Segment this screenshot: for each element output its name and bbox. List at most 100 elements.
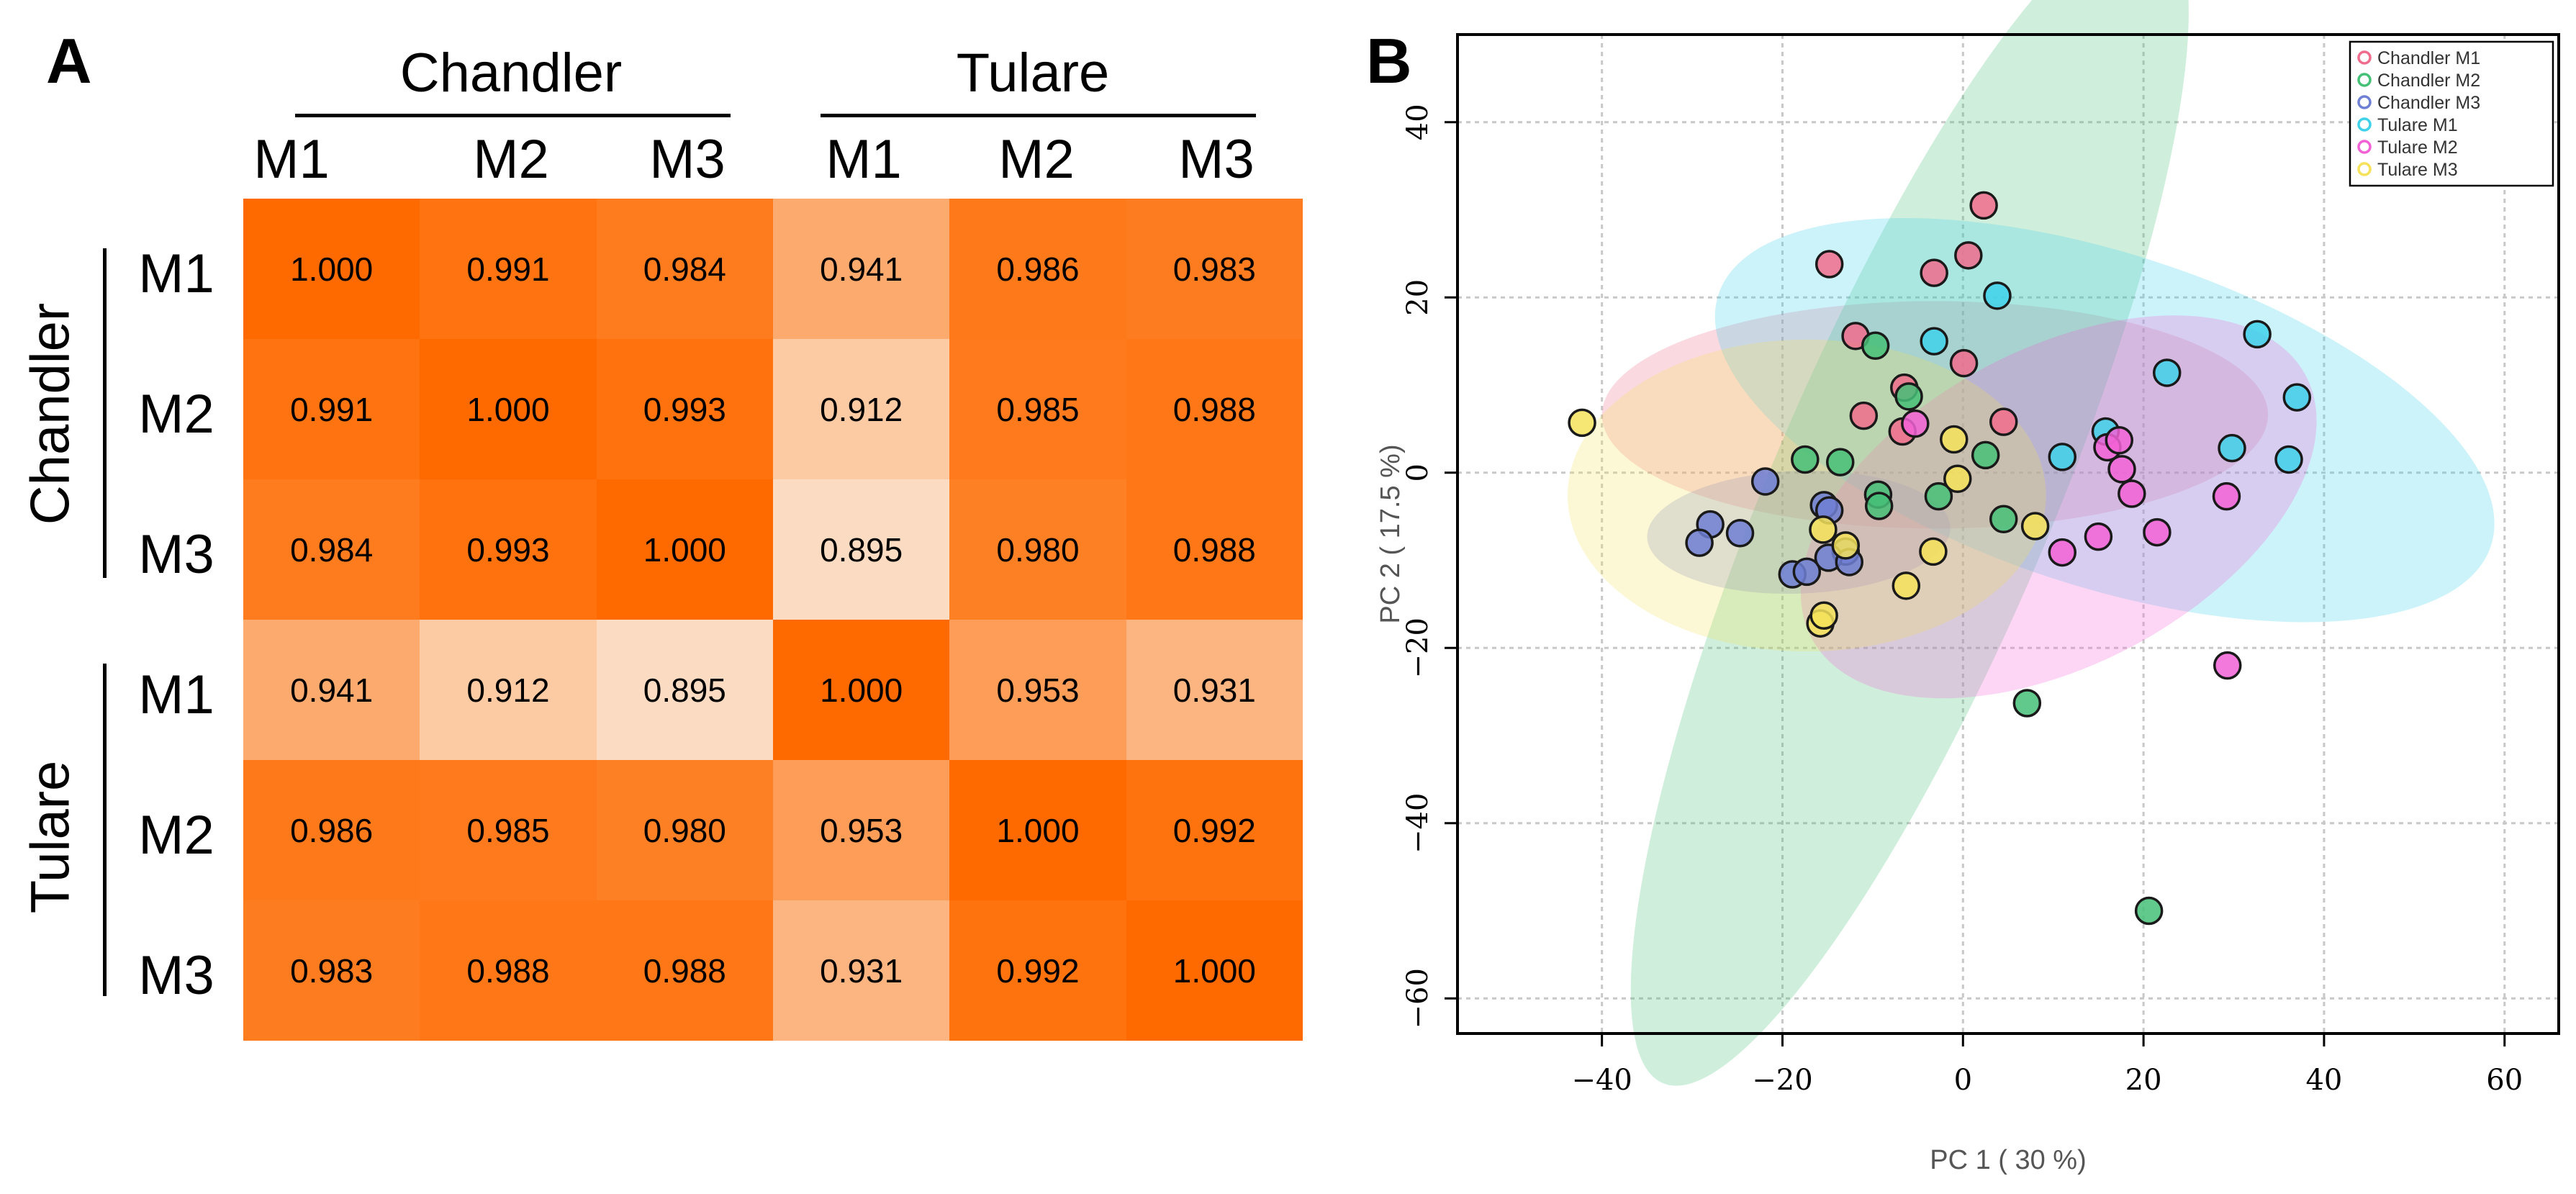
y-tick-label-1: −60 [1401, 968, 1434, 1028]
point-tulare-m2-4 [2107, 455, 2136, 484]
legend-label-chandler-m3: Chandler M3 [2377, 93, 2480, 113]
x-axis-title: PC 1 ( 30 %) [1930, 1145, 2087, 1175]
legend-label-chandler-m2: Chandler M2 [2377, 71, 2480, 91]
legend-label-chandler-m1: Chandler M1 [2377, 48, 2480, 68]
heatmap-cell-r1-c3: 0.984 [596, 199, 773, 339]
row-label-chandler-m2: M2 [138, 384, 214, 445]
y-tick-label-2: −40 [1401, 793, 1434, 854]
heatmap-cell-r3-c1: 0.984 [243, 479, 420, 620]
column-label-chandler-m2: M2 [473, 129, 549, 190]
point-tulare-m1-8 [2274, 445, 2303, 474]
column-group-rule-chandler [295, 114, 731, 117]
point-tulare-m3-8 [1943, 464, 1972, 494]
point-chandler-m2-9 [1825, 448, 1855, 476]
point-tulare-m3-10 [2020, 512, 2050, 541]
ellipse-tulare-m2 [1800, 315, 2317, 699]
legend-marker-chandler-m3 [2357, 95, 2372, 109]
column-label-chandler-m3: M3 [649, 129, 726, 190]
point-chandler-m3-3 [1685, 528, 1714, 557]
point-tulare-m2-8 [2143, 517, 2171, 547]
ellipse-tulare-m3 [1568, 339, 2046, 652]
y-tick-label-4: 0 [1401, 463, 1434, 481]
point-chandler-m1-2 [1815, 250, 1844, 279]
heatmap-cell-r6-c3: 0.988 [596, 900, 773, 1041]
heatmap-cell-r5-c4: 0.953 [773, 760, 950, 900]
heatmap-cell-r4-c4: 1.000 [773, 620, 950, 760]
row-label-chandler-m1: M1 [138, 243, 214, 304]
point-chandler-m1-9 [1989, 407, 2018, 436]
panel-b-label: B [1366, 25, 1412, 96]
heatmap-cell-r5-c6: 0.992 [1126, 760, 1303, 900]
row-group-rule-chandler [103, 248, 107, 578]
row-label-chandler-m3: M3 [138, 524, 214, 585]
point-chandler-m1-6 [1949, 348, 1979, 378]
point-tulare-m1-3 [2048, 443, 2076, 471]
heatmap-cell-r1-c2: 0.991 [420, 199, 597, 339]
x-tick-label-2: −20 [1752, 1064, 1812, 1097]
heatmap-cell-r3-c4: 0.895 [773, 479, 950, 620]
point-chandler-m2-7 [1989, 505, 2018, 534]
heatmap-cell-r3-c6: 0.988 [1126, 479, 1303, 620]
point-chandler-m2-11 [2134, 896, 2164, 926]
point-chandler-m2-1 [1861, 331, 1890, 360]
x-tick-label-4: 20 [2125, 1064, 2162, 1097]
point-tulare-m3-9 [1940, 425, 1969, 454]
heatmap-cell-r6-c6: 1.000 [1126, 900, 1303, 1041]
point-chandler-m1-4 [1954, 241, 1983, 270]
column-label-tulare-m2: M2 [998, 129, 1075, 190]
heatmap-cell-r4-c6: 0.931 [1126, 620, 1303, 760]
heatmap-cell-r3-c2: 0.993 [420, 479, 597, 620]
ellipse-chandler-m2 [1630, 0, 2189, 1086]
heatmap-cell-r5-c3: 0.980 [596, 760, 773, 900]
heatmap-cell-r2-c1: 0.991 [243, 339, 420, 479]
point-tulare-m3-6 [1809, 601, 1838, 630]
point-chandler-m1-10 [1849, 401, 1879, 430]
heatmap-cell-r2-c3: 0.993 [596, 339, 773, 479]
point-chandler-m2-10 [2012, 689, 2042, 718]
column-label-tulare-m3: M3 [1178, 129, 1255, 190]
point-tulare-m1-1 [1920, 327, 1948, 356]
legend-marker-chandler-m1 [2357, 50, 2372, 65]
heatmap-cell-r4-c1: 0.941 [243, 620, 420, 760]
point-tulare-m2-5 [2118, 479, 2146, 508]
x-tick-label-1: −40 [1571, 1064, 1632, 1097]
panel-a-label: A [46, 25, 92, 96]
x-tick-label-3: 0 [1954, 1064, 1972, 1097]
heatmap-cell-r1-c5: 0.986 [949, 199, 1126, 339]
point-tulare-m3-3 [1831, 531, 1861, 560]
legend-label-tulare-m1: Tulare M1 [2377, 115, 2458, 135]
point-tulare-m2-6 [2084, 522, 2113, 551]
row-label-tulare-m2: M2 [138, 805, 214, 866]
heatmap-cell-r3-c3: 1.000 [596, 479, 773, 620]
point-chandler-m2-5 [1924, 481, 1953, 511]
row-label-tulare-m1: M1 [138, 664, 214, 725]
point-chandler-m1-3 [1920, 258, 1948, 287]
plot-area [1458, 35, 2559, 1034]
point-tulare-m1-5 [2152, 358, 2182, 387]
heatmap-cell-r5-c2: 0.985 [420, 760, 597, 900]
legend-marker-chandler-m2 [2357, 73, 2372, 87]
legend-box [2349, 40, 2554, 187]
point-tulare-m2-10 [2213, 651, 2242, 680]
point-chandler-m2-4 [1864, 492, 1894, 520]
heatmap-cell-r2-c2: 1.000 [420, 339, 597, 479]
heatmap-cell-r3-c5: 0.980 [949, 479, 1126, 620]
point-tulare-m1-6 [2218, 433, 2246, 463]
heatmap-cell-r4-c5: 0.953 [949, 620, 1126, 760]
heatmap-cell-r2-c4: 0.912 [773, 339, 950, 479]
y-tick-label-3: −20 [1401, 618, 1434, 678]
point-tulare-m2-1 [1901, 409, 1930, 438]
point-tulare-m3-2 [1809, 515, 1838, 544]
column-label-tulare-m1: M1 [826, 129, 902, 190]
point-chandler-m2-2 [1894, 382, 1923, 411]
x-tick-label-5: 40 [2305, 1064, 2342, 1097]
point-chandler-m3-9 [1792, 557, 1822, 587]
heatmap-cell-r2-c5: 0.985 [949, 339, 1126, 479]
y-tick-label-6: 40 [1401, 104, 1434, 140]
point-tulare-m1-9 [2282, 383, 2312, 412]
column-group-label-chandler: Chandler [399, 42, 623, 104]
point-tulare-m2-3 [2105, 425, 2134, 455]
point-chandler-m1-1 [1969, 191, 1998, 220]
